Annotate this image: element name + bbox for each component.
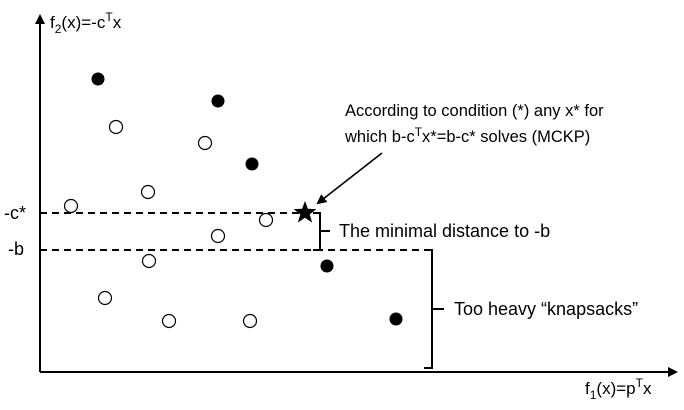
- hollow-point: [161, 313, 177, 329]
- minimal-distance-bracket: [313, 212, 330, 251]
- hollow-point: [108, 119, 124, 135]
- x-axis-label: f1(x)=pTx: [585, 376, 652, 402]
- too-heavy-bracket: [424, 249, 444, 369]
- neg-c-star-label: -c*: [4, 203, 26, 223]
- hollow-point: [140, 184, 156, 200]
- filled-point: [211, 94, 225, 108]
- condition-note-line1: According to condition (*) any x* for: [345, 102, 604, 120]
- filled-point: [320, 259, 334, 273]
- y-axis-label: f2(x)=-cTx: [50, 10, 122, 36]
- condition-note-line2: which b-cTx*=b-c* solves (MCKP): [344, 125, 590, 146]
- filled-point: [245, 157, 259, 171]
- hollow-point: [97, 290, 113, 306]
- hollow-point: [210, 228, 226, 244]
- hollow-point: [63, 198, 79, 214]
- pointer-arrow: [316, 152, 383, 205]
- hollow-point: [141, 253, 157, 269]
- hollow-point: [258, 212, 274, 228]
- hollow-point: [242, 313, 258, 329]
- filled-point: [389, 312, 403, 326]
- filled-point: [91, 72, 105, 86]
- too-heavy-label: Too heavy “knapsacks”: [454, 299, 638, 319]
- star-icon: [293, 201, 317, 223]
- hollow-point: [197, 135, 213, 151]
- minimal-distance-label: The minimal distance to -b: [339, 221, 550, 241]
- neg-b-label: -b: [8, 239, 24, 259]
